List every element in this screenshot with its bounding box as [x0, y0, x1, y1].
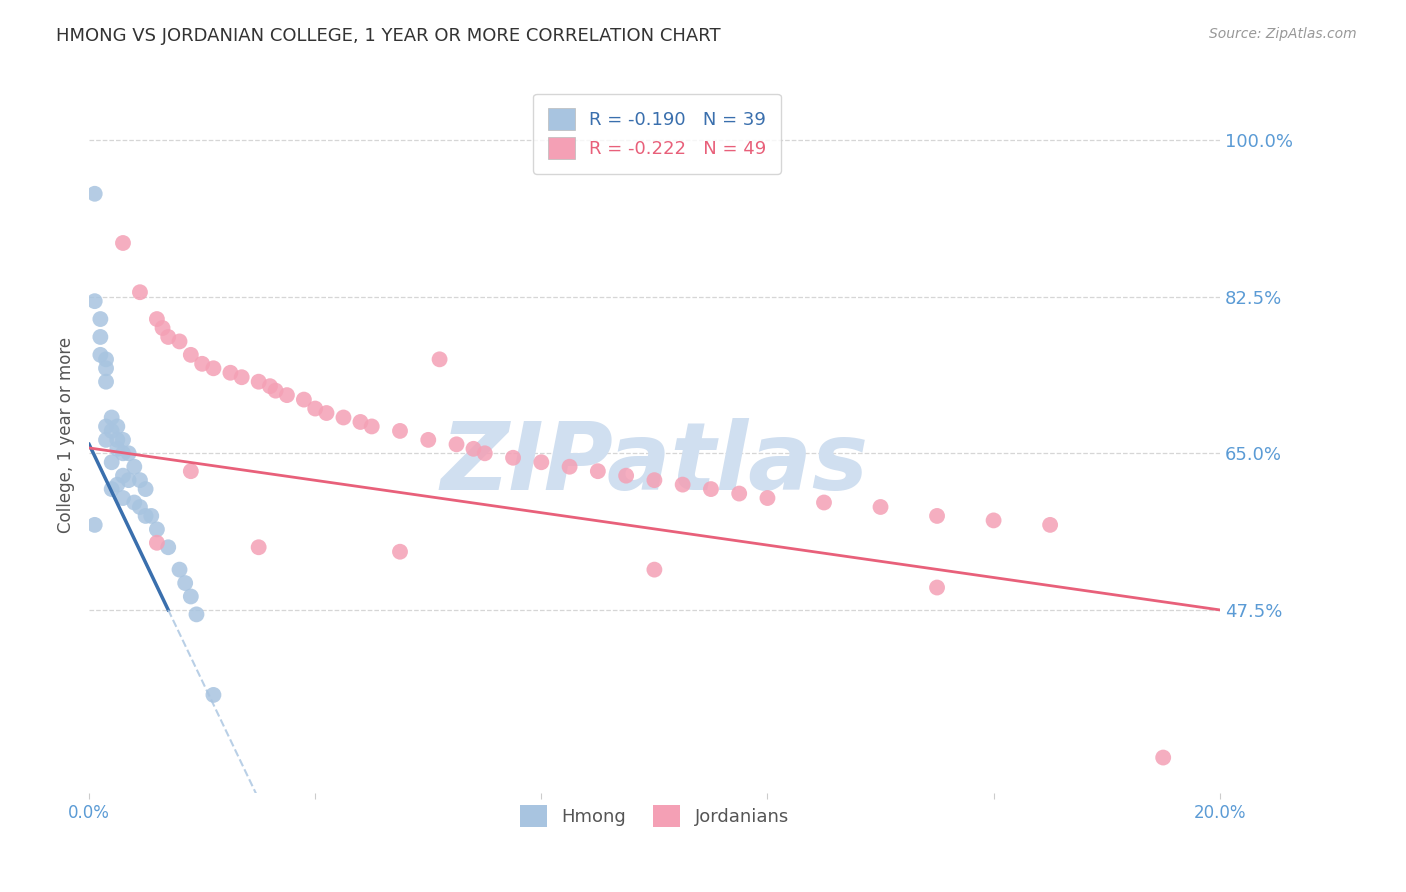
Point [643, 563, 665, 577]
Point [174, 576, 197, 591]
Point [94, 375, 117, 389]
Point [186, 607, 208, 622]
Point [169, 563, 191, 577]
Point [247, 375, 270, 389]
Point [94, 433, 117, 447]
Point [360, 419, 382, 434]
Point [89, 312, 111, 326]
Point [388, 545, 411, 559]
Point [152, 321, 174, 335]
Point [83, 517, 105, 532]
Point [349, 415, 371, 429]
Point [276, 388, 298, 402]
Text: Source: ZipAtlas.com: Source: ZipAtlas.com [1209, 27, 1357, 41]
Point [100, 482, 122, 496]
Point [111, 446, 134, 460]
Point [219, 366, 242, 380]
Point [264, 384, 287, 398]
Point [129, 473, 152, 487]
Point [614, 468, 637, 483]
Point [586, 464, 609, 478]
Point [146, 312, 169, 326]
Point [83, 186, 105, 201]
Point [429, 352, 451, 367]
Point [474, 446, 496, 460]
Point [111, 235, 134, 250]
Point [105, 433, 128, 447]
Point [672, 477, 695, 491]
Point [135, 508, 157, 523]
Point [1152, 750, 1174, 764]
Point [111, 433, 134, 447]
Point [146, 522, 169, 536]
Point [728, 486, 751, 500]
Point [157, 330, 180, 344]
Point [231, 370, 253, 384]
Point [202, 361, 225, 376]
Point [180, 348, 202, 362]
Text: HMONG VS JORDANIAN COLLEGE, 1 YEAR OR MORE CORRELATION CHART: HMONG VS JORDANIAN COLLEGE, 1 YEAR OR MO… [56, 27, 721, 45]
Point [129, 500, 152, 514]
Point [105, 442, 128, 456]
Point [869, 500, 891, 514]
Point [315, 406, 337, 420]
Point [1039, 517, 1062, 532]
Point [446, 437, 468, 451]
Point [124, 495, 146, 509]
Y-axis label: College, 1 year or more: College, 1 year or more [58, 337, 75, 533]
Point [463, 442, 485, 456]
Point [100, 410, 122, 425]
Point [259, 379, 281, 393]
Point [146, 535, 169, 549]
Point [304, 401, 326, 416]
Point [925, 508, 948, 523]
Point [135, 482, 157, 496]
Point [89, 330, 111, 344]
Point [100, 455, 122, 469]
Point [983, 513, 1005, 527]
Point [530, 455, 553, 469]
Point [124, 459, 146, 474]
Point [117, 446, 139, 460]
Point [180, 590, 202, 604]
Point [89, 348, 111, 362]
Point [332, 410, 354, 425]
Point [700, 482, 723, 496]
Point [129, 285, 152, 300]
Text: ZIPatlas: ZIPatlas [440, 418, 869, 510]
Point [94, 419, 117, 434]
Point [502, 450, 524, 465]
Point [418, 433, 440, 447]
Point [169, 334, 191, 349]
Point [100, 424, 122, 438]
Point [813, 495, 835, 509]
Point [141, 508, 163, 523]
Point [111, 491, 134, 505]
Point [247, 541, 270, 555]
Point [756, 491, 779, 505]
Point [925, 581, 948, 595]
Point [558, 459, 581, 474]
Point [180, 464, 202, 478]
Point [105, 419, 128, 434]
Point [643, 473, 665, 487]
Point [202, 688, 225, 702]
Point [157, 541, 180, 555]
Point [94, 361, 117, 376]
Point [105, 477, 128, 491]
Legend: Hmong, Jordanians: Hmong, Jordanians [513, 798, 796, 834]
Point [292, 392, 315, 407]
Point [111, 468, 134, 483]
Point [83, 294, 105, 309]
Point [117, 473, 139, 487]
Point [94, 352, 117, 367]
Point [191, 357, 214, 371]
Point [388, 424, 411, 438]
